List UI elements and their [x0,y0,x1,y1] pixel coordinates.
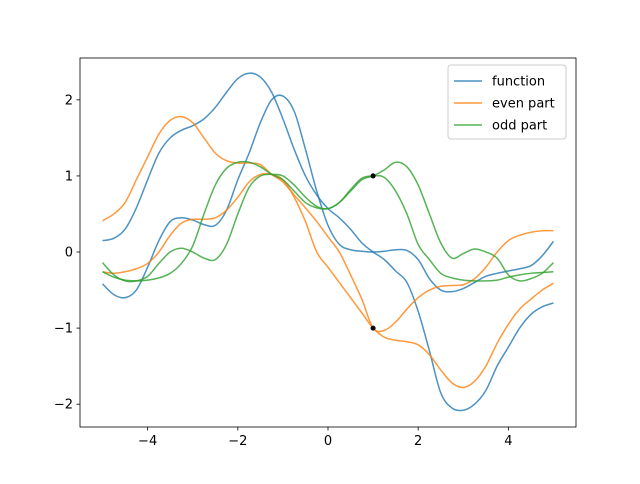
axes-layer: −4 −2 0 2 4 −2 −1 0 1 2 [54,93,513,449]
y-tick-label: −1 [54,322,73,337]
x-tick-label: −2 [228,434,247,449]
series-layer [101,72,555,412]
series-even-part [102,115,554,389]
x-tick-label: 4 [504,434,512,449]
y-tick-label: 2 [65,93,73,108]
legend-box [447,64,567,140]
marker-point-1 [370,173,376,179]
x-tick-label: 0 [324,434,332,449]
legend: function even part odd part [447,64,567,140]
marker-point-2 [370,325,376,331]
series-odd-part [101,160,554,283]
x-tick-label: 2 [414,434,422,449]
y-tick-label: 0 [65,246,73,261]
legend-label: odd part [492,119,547,134]
legend-label: even part [492,97,555,112]
y-tick-label: 1 [65,169,73,184]
series-line-even-part-1 [102,115,554,333]
series-line-even-part-2 [102,172,554,389]
series-line-odd-part-2 [102,160,554,282]
x-tick-label: −4 [138,434,157,449]
y-tick-label: −2 [54,398,73,413]
points-layer [370,173,376,331]
legend-label: function [492,75,545,90]
